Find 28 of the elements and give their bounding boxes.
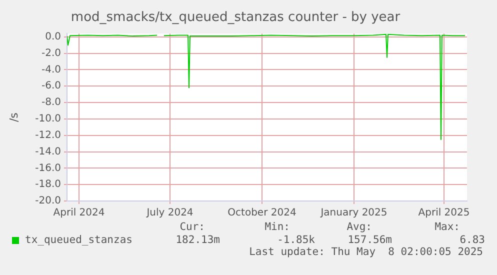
x-tick-label: October 2024 (228, 208, 296, 219)
chart-title: mod_smacks/tx_queued_stanzas counter - by year (70, 10, 401, 26)
x-tick-label: April 2025 (418, 208, 470, 219)
legend-label: tx_queued_stanzas (25, 234, 132, 246)
text: 6.83 (460, 234, 485, 246)
y-tick-label: -10.0 (35, 114, 61, 125)
y-tick-label: -6.0 (41, 80, 61, 92)
y-tick-label: -16.0 (35, 162, 61, 174)
y-tick-label: -4.0 (41, 64, 61, 76)
text: Avg: (346, 221, 372, 233)
text: -1.85k (277, 234, 315, 246)
y-tick-label: -14.0 (35, 146, 61, 158)
y-tick-label: -12.0 (35, 130, 61, 141)
y-axis-title: /s (7, 112, 20, 122)
y-tick-label: -2.0 (41, 48, 61, 59)
x-tick-label: January 2025 (320, 208, 388, 219)
text: Cur: (180, 221, 205, 233)
text: Last update: Thu May 8 02:00:05 2025 (249, 246, 483, 258)
text: Min: (264, 221, 290, 233)
y-tick-label: -20.0 (35, 196, 61, 207)
text: 157.56m (348, 234, 392, 246)
y-tick-label: 0.0 (45, 31, 61, 42)
y-tick-label: -18.0 (35, 179, 61, 190)
text: Max: (434, 221, 460, 233)
x-tick-label: July 2024 (146, 208, 194, 219)
text: 182.13m (176, 234, 220, 246)
x-tick-label: April 2024 (53, 208, 105, 219)
y-tick-label: -8.0 (41, 97, 61, 108)
